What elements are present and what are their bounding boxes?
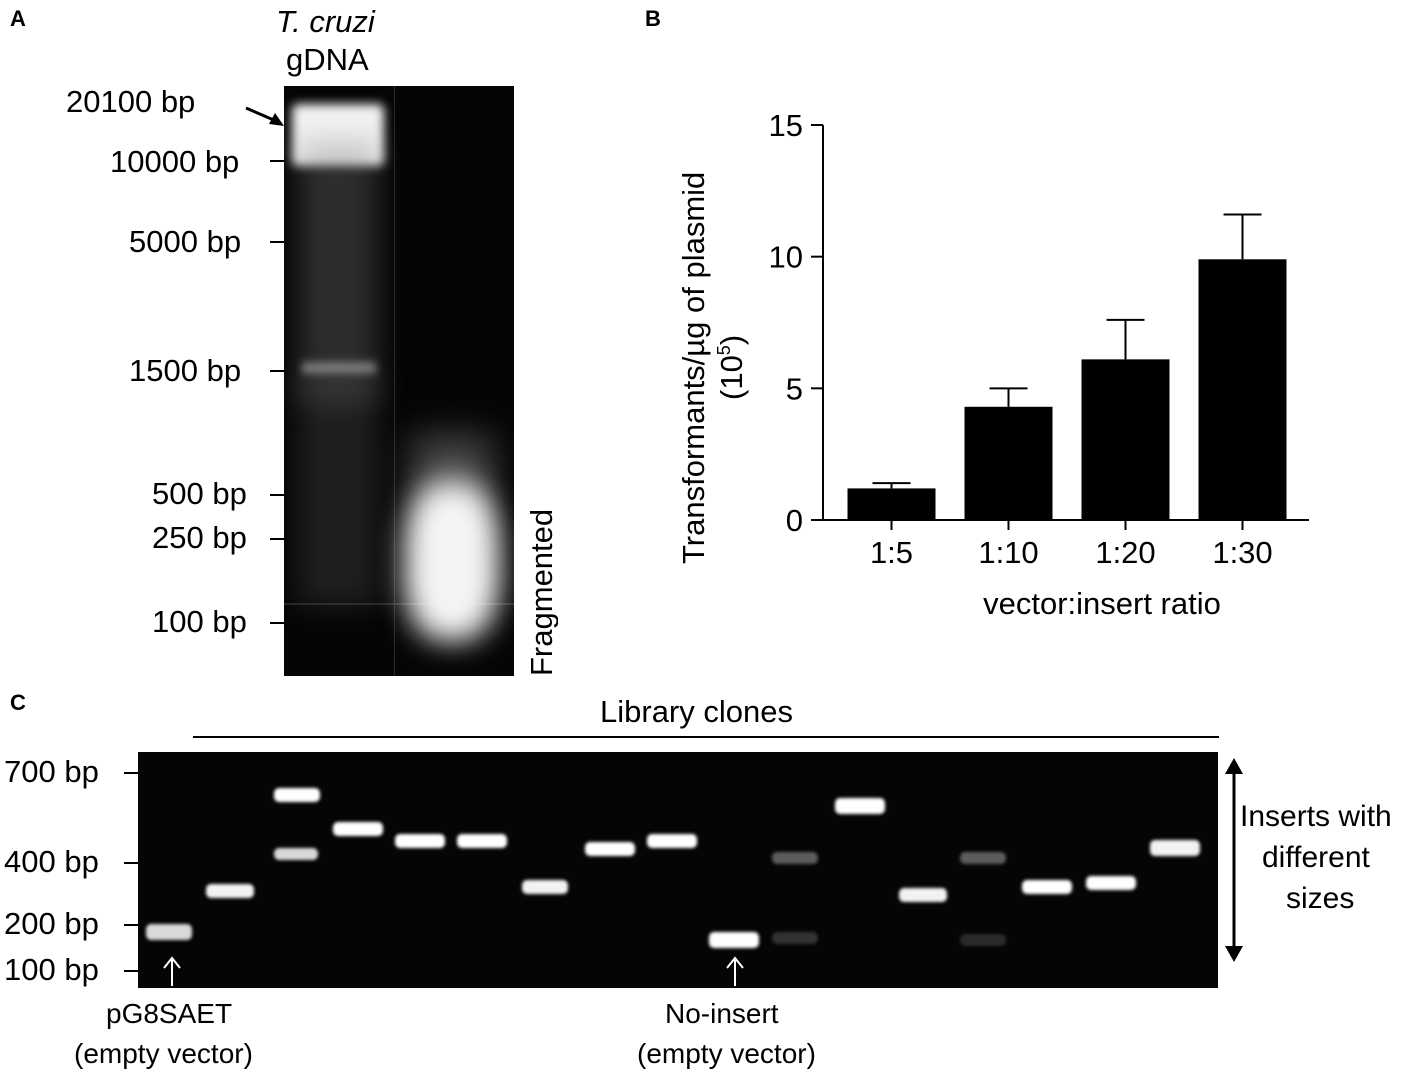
gel-band (146, 924, 192, 940)
fragmented-label: Fragmented (524, 509, 558, 676)
ladder-c-tick (124, 862, 138, 864)
gel-band (206, 884, 254, 898)
bar-1:5 (847, 488, 936, 520)
empty-vector-arrow-icon (163, 956, 181, 986)
ladder-a-500: 500 bp (152, 476, 247, 511)
ladder-c-700: 700 bp (4, 754, 99, 789)
x-tick-label: 1:5 (870, 535, 913, 570)
gel-band (960, 934, 1006, 946)
ladder-a-tick (270, 622, 284, 624)
library-clones-bracket (193, 736, 1219, 738)
ladder-a-tick (270, 160, 284, 162)
ladder-c-tick (124, 970, 138, 972)
ylabel-sup: 5 (714, 345, 734, 355)
right-note-line2: different (1262, 841, 1370, 874)
fragmented-label-svg: Fragmented (524, 509, 558, 676)
gel-band (835, 798, 885, 814)
gel-band (395, 834, 445, 848)
panel-b-letter: B (645, 6, 661, 31)
ladder-a-100: 100 bp (152, 604, 247, 639)
x-tick-label: 1:20 (1095, 535, 1155, 570)
gel-band (899, 888, 947, 902)
bar-1:20 (1081, 359, 1170, 520)
bar-1:10 (964, 406, 1053, 520)
ladder-a-tick (270, 494, 284, 496)
ylabel-base: (10 (714, 355, 749, 400)
right-note-line3: sizes (1286, 882, 1355, 915)
ladder-a-1500: 1500 bp (129, 353, 242, 388)
ladder-a-tick (270, 370, 284, 372)
ladder-c-200: 200 bp (4, 906, 99, 941)
ladder-a-tick (270, 241, 284, 243)
arrow-icon (245, 106, 284, 126)
ladder-a-5000: 5000 bp (129, 224, 242, 259)
ladder-a-tick (270, 538, 284, 540)
ladder-c-tick (124, 772, 138, 774)
y-tick-label: 0 (786, 503, 803, 538)
right-note-line1: Inserts with (1240, 800, 1392, 833)
panel-a-letter: A (10, 6, 26, 31)
chart-ylabel-line1: Transformants/µg of plasmid (676, 172, 711, 564)
panel-c-letter: C (10, 690, 26, 715)
y-tick-label: 5 (786, 371, 803, 406)
gel-c (138, 752, 1218, 988)
gel-band (274, 848, 318, 860)
ladder-a-10000: 10000 bp (110, 144, 240, 179)
gel-band (585, 842, 635, 856)
no-insert-arrow-icon (726, 956, 744, 986)
gel-band (457, 834, 507, 848)
gel-band (772, 932, 818, 944)
organism-label: T. cruzi (276, 4, 375, 39)
gel-band (772, 852, 818, 864)
gel-band (333, 822, 383, 836)
bar-chart: 0 5 10 15 1:5 1:10 1:20 1:30 Transformants/µg o… (676, 108, 1309, 621)
gel-band (1086, 876, 1136, 890)
ladder-a-20100: 20100 bp (66, 84, 196, 119)
ladder-c-100: 100 bp (4, 952, 99, 987)
y-tick-label: 15 (769, 108, 803, 143)
gel-a (284, 86, 514, 676)
gel-band (709, 932, 759, 948)
ylabel-end: ) (714, 335, 749, 345)
gel-band (960, 852, 1006, 864)
mid-note-line1: No-insert (665, 998, 779, 1029)
ladder-c-400: 400 bp (4, 844, 99, 879)
left-note-line2: (empty vector) (74, 1038, 253, 1069)
ladder-a-250: 250 bp (152, 520, 247, 555)
double-arrow-icon (1225, 758, 1243, 962)
x-tick-label: 1:10 (978, 535, 1038, 570)
chart-xlabel: vector:insert ratio (983, 586, 1221, 621)
bar-1:30 (1198, 259, 1287, 520)
library-clones-label: Library clones (600, 694, 793, 729)
gel-band (1022, 880, 1072, 894)
ladder-c-tick (124, 924, 138, 926)
gel-band (274, 788, 320, 802)
gel-band (647, 834, 697, 848)
sample-label: gDNA (286, 42, 369, 77)
y-tick-label: 10 (769, 240, 803, 275)
x-tick-label: 1:30 (1212, 535, 1272, 570)
gel-band (522, 880, 568, 894)
chart-ylabel-line2: (105) (714, 335, 749, 400)
left-note-line1: pG8SAET (106, 998, 233, 1029)
mid-note-line2: (empty vector) (637, 1038, 816, 1069)
gel-band (1150, 840, 1200, 856)
